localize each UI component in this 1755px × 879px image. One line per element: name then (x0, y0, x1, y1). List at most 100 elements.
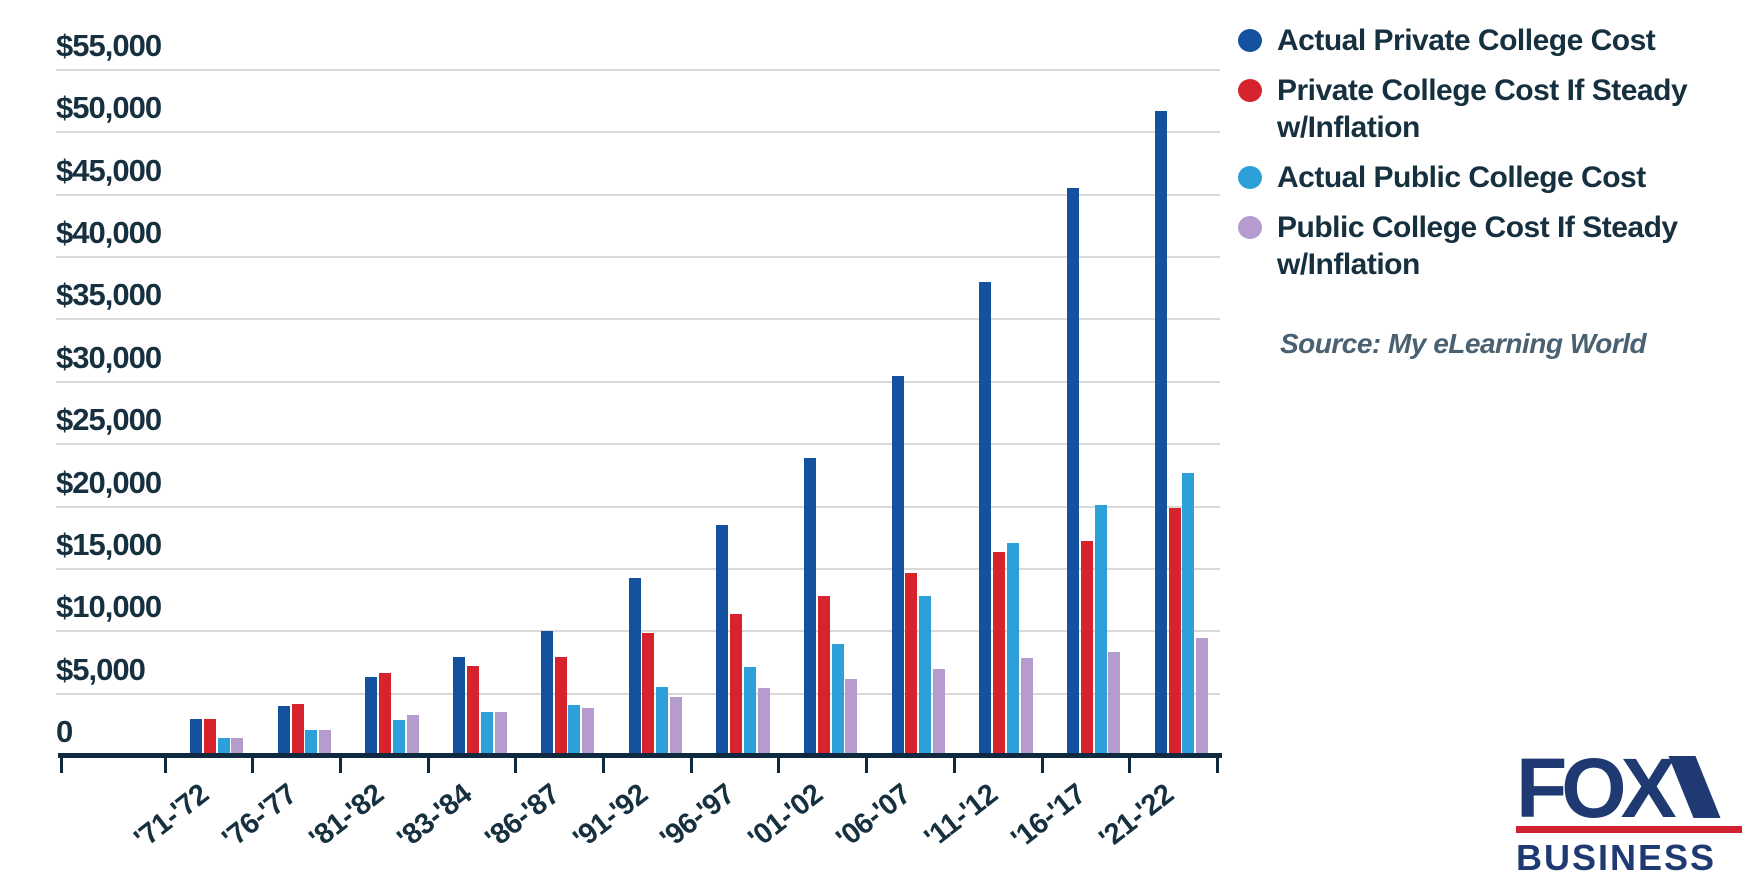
x-axis-tick (777, 756, 781, 773)
x-axis-tick (1128, 756, 1132, 773)
bar-2-'11-'12 (993, 552, 1006, 756)
legend-dot-icon (1238, 166, 1262, 189)
fox-logo-row: FOX (1516, 741, 1748, 835)
bar-4-'71-'72 (231, 738, 244, 756)
x-axis-tick (338, 756, 342, 773)
bar-2-'76-'77 (291, 703, 304, 756)
legend-item-label: Actual Private College Cost (1277, 24, 1656, 57)
x-axis-tick (163, 756, 167, 773)
x-axis-line (58, 753, 1222, 758)
y-gridline (56, 131, 1220, 134)
bar-4-'81-'82 (406, 715, 419, 756)
fox-logo-red-rule (1516, 826, 1742, 833)
y-axis-tick-label: $10,000 (56, 589, 162, 625)
bar-2-'86-'87 (554, 656, 567, 756)
x-axis-tick (60, 756, 63, 773)
y-axis-tick-label: $15,000 (56, 526, 162, 562)
bar-3-'96-'97 (743, 666, 756, 756)
bar-2-'83-'84 (466, 665, 479, 756)
x-axis-category-label: '91-'92 (566, 778, 654, 856)
legend-dot-icon (1238, 29, 1262, 52)
legend-item-label: Public College Cost If Steady w/Inflatio… (1277, 211, 1678, 281)
x-axis-tick (865, 756, 869, 773)
x-axis-category-label: '16-'17 (1005, 778, 1092, 856)
bar-4-'91-'92 (669, 696, 682, 756)
legend-item-2: Private College Cost If Steady w/Inflati… (1238, 72, 1743, 146)
bar-2-'91-'92 (642, 632, 655, 756)
x-axis-category-label: '01-'02 (742, 778, 829, 856)
chart-legend: Actual Private College Cost Private Colle… (1238, 22, 1743, 360)
bar-4-'01-'02 (845, 678, 858, 756)
y-gridline (56, 193, 1220, 196)
fox-logo-text: FOX (1516, 741, 1677, 835)
bar-4-'06-'07 (933, 669, 945, 756)
bar-4-'83-'84 (494, 711, 507, 756)
bar-1-'16-'17 (1067, 188, 1079, 756)
y-axis-tick-label: $5,000 (56, 651, 146, 687)
y-axis-tick-label: $50,000 (56, 90, 162, 126)
bar-1-'76-'77 (277, 706, 290, 756)
bar-2-'81-'82 (379, 673, 392, 756)
x-axis-category-label: '86-'87 (479, 778, 566, 856)
y-axis-tick-label: $40,000 (56, 215, 162, 251)
y-gridline (56, 69, 1220, 71)
bar-3-'76-'77 (305, 730, 318, 756)
x-axis-tick (514, 756, 518, 773)
x-axis-category-label: '83-'84 (391, 778, 478, 856)
bar-1-'06-'07 (891, 375, 904, 756)
y-axis-tick-label: $45,000 (56, 152, 162, 188)
x-axis-category-label: '71-'72 (128, 778, 215, 856)
bar-2-'16-'17 (1080, 540, 1093, 756)
legend-item-4: Public College Cost If Steady w/Inflatio… (1238, 209, 1743, 283)
bar-1-'11-'12 (979, 282, 992, 756)
x-axis-tick (1215, 756, 1219, 773)
bar-1-'96-'97 (716, 525, 729, 756)
bar-4-'21-'22 (1196, 637, 1209, 756)
y-gridline (56, 256, 1220, 259)
legend-dot-icon (1238, 79, 1262, 102)
bar-3-'06-'07 (919, 595, 932, 756)
bar-3-'16-'17 (1094, 505, 1107, 756)
x-axis-category-label: '11-'12 (918, 778, 1004, 855)
bar-3-'11-'12 (1006, 542, 1019, 756)
bar-1-'86-'87 (540, 631, 553, 756)
bar-3-'91-'92 (656, 687, 669, 756)
legend-item-label: Actual Public College Cost (1277, 161, 1646, 194)
bar-2-'96-'97 (730, 613, 742, 756)
bar-4-'86-'87 (582, 707, 595, 756)
bar-1-'81-'82 (365, 676, 378, 756)
bar-2-'21-'22 (1168, 507, 1181, 756)
y-gridline (56, 318, 1220, 321)
y-axis-tick-label: $55,000 (56, 28, 162, 63)
y-axis-tick-label: 0 (56, 714, 73, 749)
x-axis-tick (251, 756, 255, 773)
x-axis-tick (952, 756, 956, 773)
bar-2-'71-'72 (203, 719, 216, 756)
bar-1-'91-'92 (628, 577, 641, 756)
x-axis-category-label: '76-'77 (216, 778, 303, 856)
legend-dot-icon (1238, 216, 1262, 239)
bar-4-'16-'17 (1108, 652, 1121, 756)
bar-3-'86-'87 (568, 705, 581, 756)
y-axis-tick-label: $35,000 (56, 277, 162, 313)
source-note: Source: My eLearning World (1280, 328, 1647, 359)
y-gridline (56, 567, 1220, 570)
legend-item-label: Private College Cost If Steady w/Inflati… (1277, 74, 1688, 144)
x-axis-tick (426, 756, 430, 773)
x-axis-category-label: '06-'07 (830, 778, 917, 856)
bar-4-'11-'12 (1020, 658, 1033, 756)
x-axis-tick (689, 756, 693, 773)
bar-4-'76-'77 (319, 729, 332, 756)
x-axis-category-label: '96-'97 (654, 778, 741, 856)
bar-1-'83-'84 (453, 657, 466, 756)
y-axis-tick-label: $25,000 (56, 402, 162, 438)
x-axis-tick (1040, 756, 1044, 773)
x-axis-category-label: '21-'22 (1093, 778, 1180, 856)
bar-3-'81-'82 (393, 719, 405, 756)
bar-3-'71-'72 (217, 738, 230, 756)
bar-3-'83-'84 (480, 712, 493, 756)
y-gridline (56, 380, 1220, 383)
bar-1-'01-'02 (803, 457, 816, 756)
bar-3-'01-'02 (831, 644, 844, 756)
y-axis-tick-label: $30,000 (56, 339, 162, 375)
